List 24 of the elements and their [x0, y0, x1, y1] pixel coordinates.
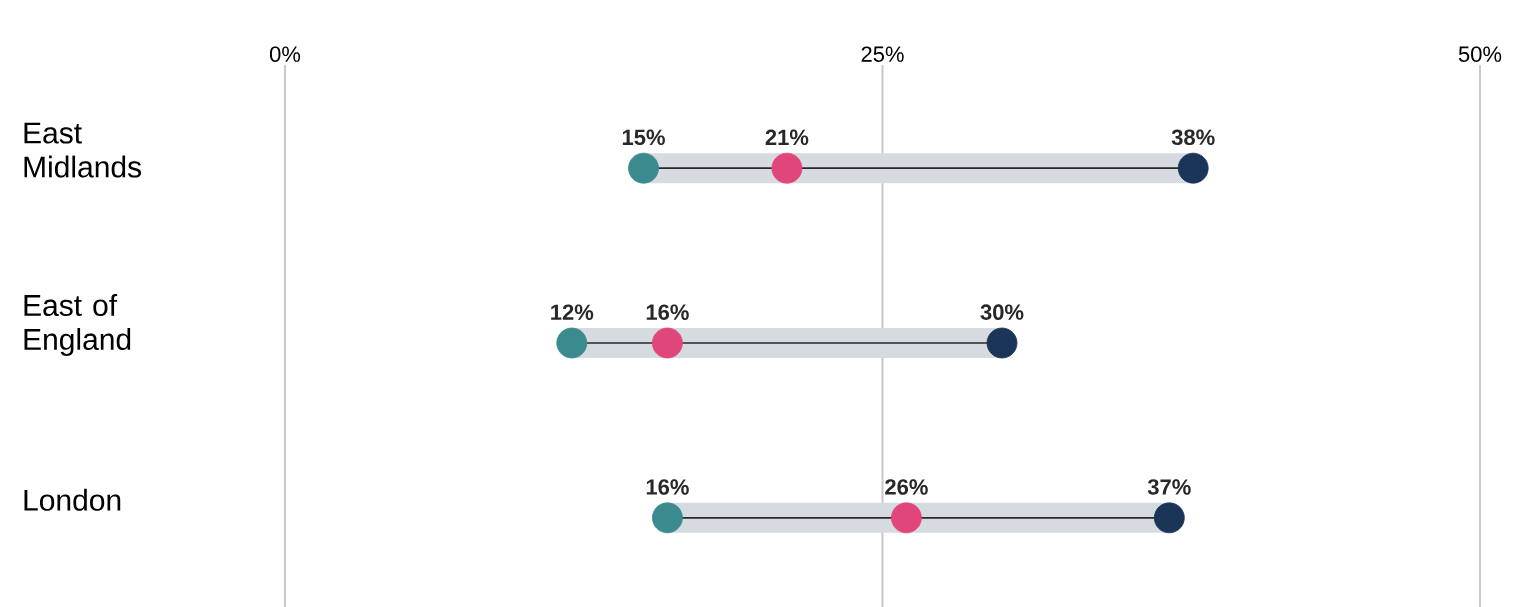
data-label: 38% [1171, 129, 1215, 146]
data-label: 21% [765, 129, 809, 146]
data-label: 15% [622, 129, 665, 146]
point [628, 152, 659, 184]
y-tick-label: London [24, 488, 121, 511]
point [652, 502, 683, 534]
point [1153, 502, 1185, 534]
data-label: 30% [980, 304, 1024, 320]
data-label: 12% [551, 304, 594, 320]
data-label: 26% [885, 479, 928, 495]
x-tick-label: 25% [861, 46, 904, 62]
point [556, 327, 588, 359]
point [652, 327, 683, 359]
point [986, 327, 1018, 359]
point [891, 502, 922, 534]
point [771, 152, 803, 184]
x-tick-label: 0% [269, 46, 301, 62]
x-tick-label: 50% [1458, 46, 1502, 62]
data-label: 37% [1147, 479, 1191, 495]
y-tick-label: East of England [24, 294, 131, 356]
point [1177, 152, 1209, 184]
data-label: 16% [646, 479, 689, 495]
data-label: 16% [646, 304, 689, 320]
y-tick-label: East Midlands [24, 122, 141, 178]
